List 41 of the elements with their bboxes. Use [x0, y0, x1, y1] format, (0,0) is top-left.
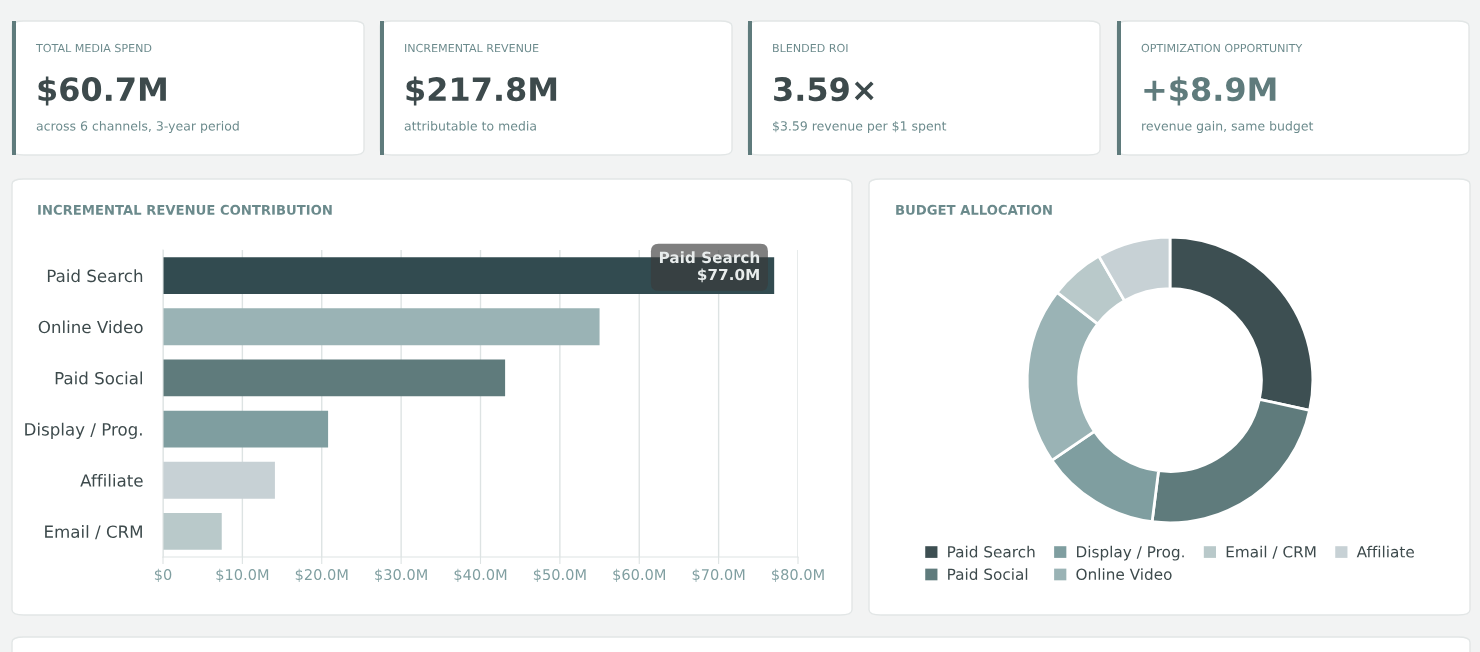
bar — [163, 308, 600, 346]
y-tick-label: Affiliate — [80, 473, 143, 487]
x-tick-label: $40.0M — [454, 568, 507, 583]
legend-label: Online Video — [1076, 568, 1172, 580]
x-tick-label: $70.0M — [692, 568, 745, 583]
y-tick-label: Paid Search — [47, 269, 143, 283]
y-tick-label: Paid Social — [55, 371, 142, 385]
x-tick-label: $30.0M — [375, 568, 427, 583]
bar — [163, 359, 506, 397]
legend-label: Paid Search — [948, 545, 1035, 558]
text: TOTAL MEDIA SPEND — [35, 43, 152, 53]
text: $217.8M — [406, 76, 557, 106]
legend-label: Display / Prog. — [1077, 545, 1184, 561]
text: 3.59× — [774, 77, 874, 102]
text: revenue gain, same budget — [1142, 120, 1314, 134]
bar — [163, 461, 275, 499]
x-tick-label: $80.0M — [772, 568, 824, 583]
annotation: Paid Search $77.0M — [659, 251, 760, 283]
y-tick-label: Online Video — [38, 320, 143, 334]
text: across 6 channels, 3-year period — [36, 120, 239, 134]
bar — [163, 410, 329, 448]
x-tick-label: $20.0M — [295, 568, 348, 583]
text: +$8.9M — [1144, 76, 1276, 106]
x-tick-label: $10.0M — [216, 568, 269, 583]
legend-label: Email / CRM — [1226, 545, 1316, 559]
chart-title: BUDGET ALLOCATION — [896, 204, 1052, 215]
bar — [163, 513, 222, 550]
text: $60.7M — [38, 76, 166, 106]
legend-label: Affiliate — [1356, 545, 1414, 558]
legend-label: Paid Social — [948, 568, 1028, 580]
x-tick-label: $60.0M — [613, 568, 665, 583]
chart-title: INCREMENTAL REVENUE CONTRIBUTION — [38, 204, 332, 215]
text: attributable to media — [404, 120, 536, 131]
y-tick-label: Display / Prog. — [25, 422, 142, 439]
x-tick-label: $50.0M — [533, 568, 586, 583]
x-tick-label: $0 — [154, 568, 172, 583]
y-tick-label: Email / CRM — [45, 525, 142, 540]
text: OPTIMIZATION OPPORTUNITY — [1141, 43, 1303, 53]
text: BLENDED ROI — [773, 43, 848, 53]
text: $3.59 revenue per $1 spent — [773, 120, 947, 134]
text: INCREMENTAL REVENUE — [405, 43, 539, 53]
